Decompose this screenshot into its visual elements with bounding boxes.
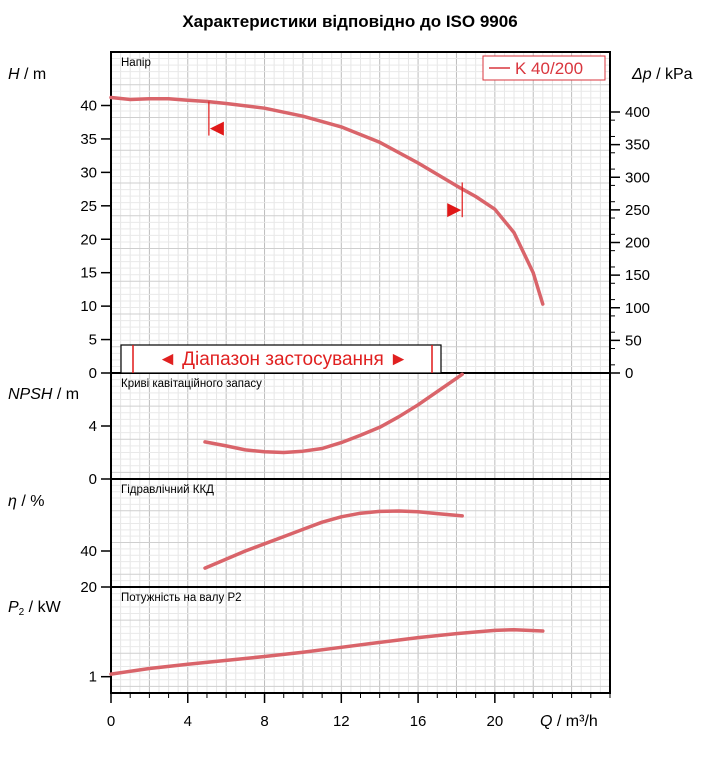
x-tick-label: 16 [410, 713, 427, 730]
range-marker-arrow [209, 121, 224, 136]
right-tick-label: 350 [625, 137, 650, 154]
y-axis-label-efficiency: η / % [8, 493, 44, 510]
y-tick-label: 40 [80, 543, 97, 560]
x-tick-label: 12 [333, 713, 350, 730]
x-tick-label: 0 [107, 713, 115, 730]
y-tick-label: 40 [80, 98, 97, 115]
x-axis-label: Q / m³/h [540, 713, 598, 730]
series-line-npsh [203, 372, 464, 455]
y-tick-label: 10 [80, 298, 97, 315]
right-tick-label: 100 [625, 300, 650, 317]
x-tick-label: 4 [184, 713, 192, 730]
right-tick-label: 400 [625, 104, 650, 121]
y-tick-label: 15 [80, 265, 97, 282]
label-layer: 0 4 8 12 16 20 Q / m³/h0510152025303540НапірH … [8, 57, 693, 730]
right-tick-label: 200 [625, 235, 650, 252]
series-line-efficiency [203, 509, 464, 570]
right-tick-label: 300 [625, 169, 650, 186]
x-tick-label: 20 [487, 713, 504, 730]
range-label: ◄ Діапазон застосування ► [158, 349, 408, 370]
y-tick-label: 5 [89, 332, 97, 349]
y-tick-label: 35 [80, 131, 97, 148]
series-layer: ◄ Діапазон застосування ► K 40/200 [109, 55, 606, 676]
panel-label-power: Потужність на валу P2 [121, 592, 242, 604]
range-label-box [120, 344, 442, 374]
right-tick-label: 150 [625, 267, 650, 284]
series-line-head [109, 95, 545, 306]
legend-label: K 40/200 [515, 59, 583, 78]
chart-title: Характеристики відповідно до ISO 9906 [182, 12, 517, 31]
y-axis-label-power: P2 / kW [8, 599, 62, 618]
y-tick-label: 25 [80, 198, 97, 215]
y-tick-label: 0 [89, 365, 97, 382]
right-tick-label: 250 [625, 202, 650, 219]
right-axis-label: Δp / kPa [631, 66, 693, 83]
series-line-power [109, 627, 545, 676]
range-marker-arrow [447, 203, 462, 218]
right-tick-label: 0 [625, 365, 633, 382]
y-tick-label: 0 [89, 471, 97, 488]
y-tick-label: 20 [80, 231, 97, 248]
y-axis-label-head: H / m [8, 66, 46, 83]
y-tick-label: 20 [80, 579, 97, 596]
panel-label-efficiency: Гідравлічний ККД [121, 484, 214, 496]
y-tick-label: 30 [80, 164, 97, 181]
y-tick-label: 1 [89, 669, 97, 686]
y-axis-label-npsh: NPSH / m [8, 386, 79, 403]
right-tick-label: 50 [625, 332, 642, 349]
y-tick-label: 4 [89, 418, 97, 435]
panel-label-head: Напір [121, 57, 151, 69]
x-tick-label: 8 [260, 713, 268, 730]
panel-label-npsh: Криві кавітаційного запасу [121, 378, 262, 390]
